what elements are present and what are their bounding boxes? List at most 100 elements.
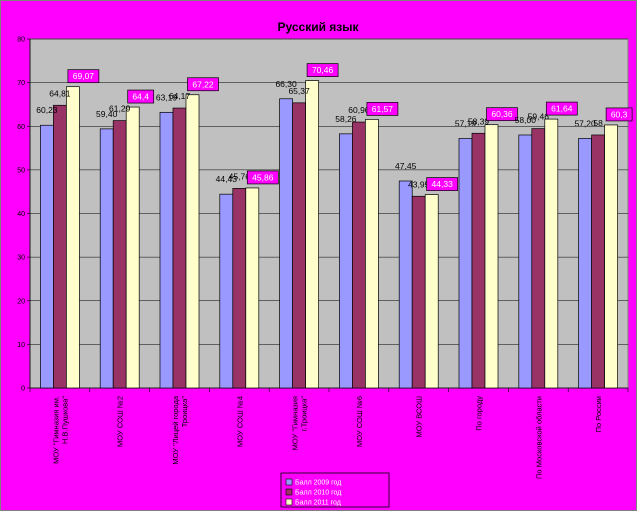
data-label: 45,76 [229,171,251,181]
y-tick-label: 0 [21,386,25,393]
data-label: 61,64 [551,104,573,114]
data-label: 59,46 [528,112,550,122]
bar-series-2 [112,120,127,389]
y-tick-label: 80 [17,37,25,44]
data-label-box [187,77,219,92]
x-category-label: МОУ ВСОШ [415,396,424,438]
bar-series-3 [604,124,618,389]
bar-series-2 [411,195,426,389]
bar-series-2 [172,107,187,389]
data-label-box [605,107,633,122]
bar-series-1 [159,111,174,389]
x-category-label: По России [594,396,603,432]
bar-series-3 [245,187,260,389]
bar-series-2 [232,188,247,389]
bar-series-1 [99,128,114,389]
data-label: 67,22 [192,79,214,89]
data-label: 58,00 [515,115,537,125]
bar-series-2 [53,104,67,389]
legend-swatch [285,478,293,486]
data-label-box [306,63,339,77]
data-label: 57,20 [574,118,596,128]
data-label: 58 [593,118,603,128]
x-category-label: МОУ СОШ №2 [116,396,125,447]
bar-series-2 [352,121,366,389]
x-category-label: МОУ "Гимназия им. [51,396,60,464]
bar-series-1 [40,124,54,389]
data-label-box [366,102,399,116]
bar-series-1 [339,133,353,389]
bar-series-3 [365,119,379,389]
bar-series-3 [185,94,200,389]
bar-series-1 [578,138,592,389]
bar-series-3 [125,106,140,389]
bar-series-1 [279,98,293,389]
data-label: 64,17 [169,91,191,101]
x-category-label: Троицка" [180,396,189,428]
data-label: 58,26 [335,114,357,124]
bar-series-3 [305,80,319,389]
bar-series-2 [292,102,306,389]
data-label: 70,46 [312,65,334,75]
data-label: 64,4 [132,92,149,102]
data-label: 57,19 [455,119,477,129]
legend-swatch [285,498,293,506]
legend: Балл 2009 год Балл 2010 год Балл 2011 год [280,472,390,508]
data-label: 63,19 [156,92,178,102]
data-label: 44,33 [432,179,454,189]
bar-series-2 [471,132,486,389]
bar-series-3 [484,124,499,389]
y-tick-label: 20 [17,298,25,305]
y-tick-label: 30 [17,255,25,262]
data-label: 58,39 [468,116,490,126]
data-label: 60,3 [611,109,628,119]
bars [29,80,629,392]
x-axis-categories: МОУ "Гимназия им. Н.В.Пушкова" МОУ СОШ №2 М… [51,395,603,479]
legend-box [280,472,390,508]
data-label: 60,36 [491,109,513,119]
bar-series-2 [591,134,605,389]
y-tick-label: 50 [17,167,25,174]
bar-series-1 [458,138,473,389]
data-label: 60,23 [36,105,58,115]
legend-label: Балл 2009 год [295,480,341,487]
x-category-label: МОУ "Гимназия [291,396,300,450]
x-category-label: г.Троицка" [300,396,309,432]
data-label: 44,43 [216,174,238,184]
legend-label: Балл 2010 год [295,490,341,497]
bar-series-2 [531,128,546,389]
data-label-box [426,177,459,191]
y-tick-label: 10 [17,342,25,349]
chart-title: Русский язык [277,20,359,34]
y-tick-label: 70 [17,80,25,87]
data-label: 69,07 [73,71,95,81]
x-category-label: По городу [475,396,484,431]
data-label: 65,37 [288,86,310,96]
bar-series-1 [518,134,533,389]
data-label-box [67,69,100,84]
data-label: 66,30 [275,79,297,89]
legend-label: Балл 2011 год [295,500,341,507]
bar-series-3 [66,86,80,389]
bar-series-1 [219,193,234,389]
data-label: 47,45 [395,161,417,171]
data-label-box [545,101,578,116]
y-tick-label: 40 [17,211,25,218]
x-category-label: По Московской области [534,396,543,479]
bar-series-3 [424,194,439,389]
data-label: 64,81 [49,88,71,98]
data-label: 43,95 [408,179,430,189]
data-label-box [246,170,279,185]
data-label: 45,86 [252,172,274,182]
data-label: 59,40 [96,109,118,119]
data-label: 60,96 [348,105,370,115]
x-category-label: МОУ СОШ №4 [235,396,244,447]
x-category-label: Н.В.Пушкова" [60,396,69,444]
legend-swatch [285,488,293,496]
x-category-label: МОУ СОШ №6 [355,396,364,447]
data-label: 61,29 [109,104,131,114]
data-label: 61,57 [372,104,394,114]
y-tick-label: 60 [17,124,25,131]
